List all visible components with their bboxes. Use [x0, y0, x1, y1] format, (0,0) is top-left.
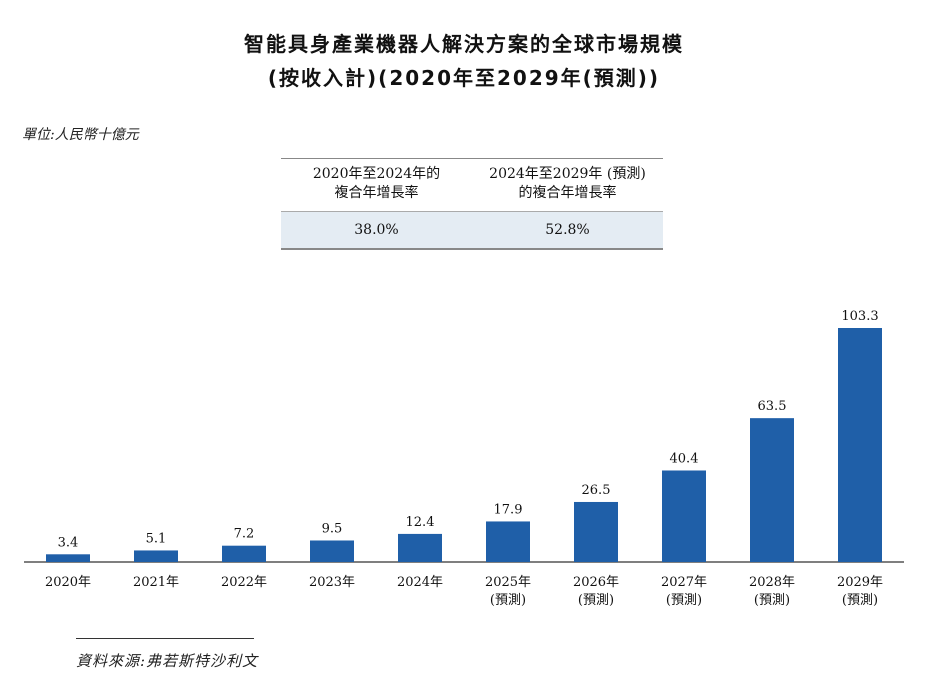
x-tick-label: 2024年: [397, 575, 443, 590]
x-tick-label: (預測): [842, 593, 878, 608]
x-tick-label: (預測): [666, 593, 702, 608]
unit-label: 單位:人民幣十億元: [22, 127, 139, 143]
cagr-value-2020-2024: 38.0%: [354, 222, 399, 238]
cagr-header-2024-2029: 2024年至2029年 (預測) 的複合年增長率: [489, 166, 646, 201]
data-label: 26.5: [582, 483, 611, 498]
bar: [486, 521, 530, 562]
source-note: 資料來源:弗若斯特沙利文: [76, 652, 259, 670]
x-tick-label: 2028年: [749, 575, 795, 590]
data-label: 3.4: [58, 535, 79, 550]
bar: [310, 540, 354, 562]
x-tick-label: 2026年: [573, 575, 619, 590]
cagr-value-2024-2029: 52.8%: [545, 222, 590, 238]
cagr-header-row: 2020年至2024年的 複合年增長率 2024年至2029年 (預測) 的複合…: [281, 159, 663, 212]
data-label: 7.2: [234, 527, 255, 542]
bar: [134, 550, 178, 562]
x-tick-label: 2022年: [221, 575, 267, 590]
source-rule: [76, 638, 254, 639]
bar: [574, 501, 618, 562]
x-tick-label: (預測): [490, 593, 526, 608]
data-label: 17.9: [494, 502, 523, 517]
cagr-table: 2020年至2024年的 複合年增長率 2024年至2029年 (預測) 的複合…: [281, 158, 663, 250]
x-tick-label: 2029年: [837, 575, 883, 590]
x-tick-label: 2021年: [133, 575, 179, 590]
cagr-header-2020-2024: 2020年至2024年的 複合年增長率: [312, 166, 441, 201]
bar: [398, 533, 442, 562]
bar: [750, 418, 794, 562]
x-tick-label: (預測): [578, 593, 614, 608]
bar: [222, 545, 266, 562]
data-label: 103.3: [841, 309, 878, 324]
x-tick-label: 2027年: [661, 575, 707, 590]
data-label: 9.5: [322, 521, 343, 536]
data-label: 5.1: [146, 531, 167, 546]
bar: [838, 328, 882, 562]
cagr-value-row: 38.0% 52.8%: [281, 212, 663, 248]
x-tick-label: 2025年: [485, 575, 531, 590]
chart-title: 智能具身產業機器人解決方案的全球市場規模: [244, 32, 684, 56]
bar: [662, 470, 706, 562]
chart-subtitle: (按收入計)(2020年至2029年(預測)): [267, 66, 661, 90]
x-tick-label: 2023年: [309, 575, 355, 590]
data-label: 63.5: [758, 399, 787, 414]
data-label: 12.4: [406, 515, 435, 530]
bar: [46, 554, 90, 562]
x-tick-label: (預測): [754, 593, 790, 608]
data-label: 40.4: [670, 451, 699, 466]
bar-chart: 3.4 2020年 5.1 2021年 7.2 2022年 9.5 2023年 12.4 2024…: [24, 309, 904, 608]
x-tick-label: 2020年: [45, 575, 91, 590]
